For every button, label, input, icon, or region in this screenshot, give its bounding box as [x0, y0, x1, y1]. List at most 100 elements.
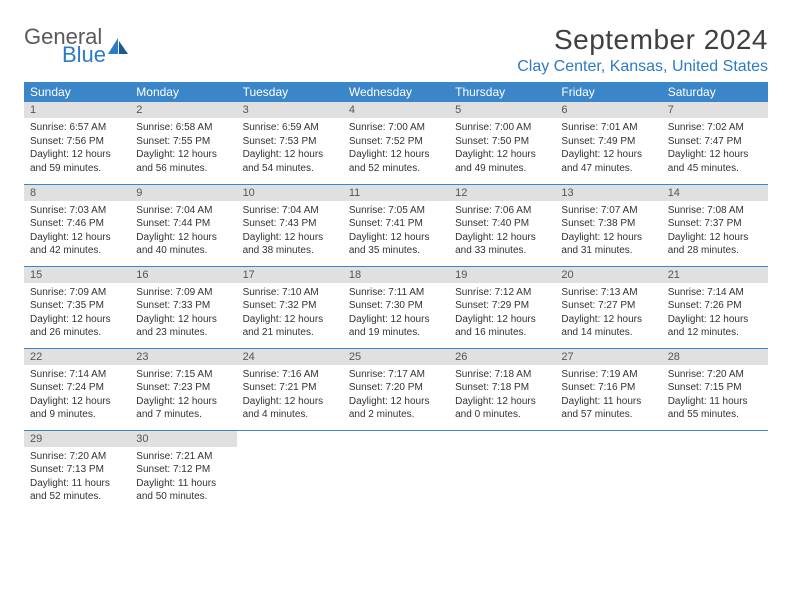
day-number: 8: [24, 185, 130, 201]
day-number: 17: [237, 267, 343, 283]
calendar-empty-cell: [237, 430, 343, 512]
sunrise-line: Sunrise: 7:06 AM: [455, 204, 549, 218]
sunset-line: Sunset: 7:37 PM: [668, 217, 762, 231]
weekday-header: Friday: [555, 82, 661, 102]
sunrise-line: Sunrise: 7:00 AM: [349, 121, 443, 135]
calendar-day-cell: 19Sunrise: 7:12 AMSunset: 7:29 PMDayligh…: [449, 266, 555, 348]
calendar-week-row: 29Sunrise: 7:20 AMSunset: 7:13 PMDayligh…: [24, 430, 768, 512]
calendar-empty-cell: [343, 430, 449, 512]
sunrise-line: Sunrise: 7:11 AM: [349, 286, 443, 300]
day-body: Sunrise: 7:14 AMSunset: 7:24 PMDaylight:…: [24, 365, 130, 426]
day-number: 14: [662, 185, 768, 201]
day-number: 23: [130, 349, 236, 365]
sunrise-line: Sunrise: 7:15 AM: [136, 368, 230, 382]
sunset-line: Sunset: 7:13 PM: [30, 463, 124, 477]
logo: General Blue: [24, 24, 130, 68]
logo-text-blue: Blue: [62, 42, 106, 68]
day-body: Sunrise: 7:02 AMSunset: 7:47 PMDaylight:…: [662, 118, 768, 179]
daylight-line: Daylight: 12 hours and 31 minutes.: [561, 231, 655, 258]
day-body: Sunrise: 7:04 AMSunset: 7:43 PMDaylight:…: [237, 201, 343, 262]
day-number: 16: [130, 267, 236, 283]
day-number: 20: [555, 267, 661, 283]
day-body: Sunrise: 6:57 AMSunset: 7:56 PMDaylight:…: [24, 118, 130, 179]
sunset-line: Sunset: 7:55 PM: [136, 135, 230, 149]
day-number: 18: [343, 267, 449, 283]
daylight-line: Daylight: 12 hours and 12 minutes.: [668, 313, 762, 340]
calendar-day-cell: 8Sunrise: 7:03 AMSunset: 7:46 PMDaylight…: [24, 184, 130, 266]
sunrise-line: Sunrise: 7:09 AM: [136, 286, 230, 300]
sunset-line: Sunset: 7:50 PM: [455, 135, 549, 149]
daylight-line: Daylight: 11 hours and 57 minutes.: [561, 395, 655, 422]
day-number: 26: [449, 349, 555, 365]
daylight-line: Daylight: 12 hours and 28 minutes.: [668, 231, 762, 258]
sunrise-line: Sunrise: 7:07 AM: [561, 204, 655, 218]
sunrise-line: Sunrise: 7:21 AM: [136, 450, 230, 464]
calendar-week-row: 8Sunrise: 7:03 AMSunset: 7:46 PMDaylight…: [24, 184, 768, 266]
sunset-line: Sunset: 7:16 PM: [561, 381, 655, 395]
weekday-header: Sunday: [24, 82, 130, 102]
day-body: Sunrise: 7:13 AMSunset: 7:27 PMDaylight:…: [555, 283, 661, 344]
sunrise-line: Sunrise: 6:58 AM: [136, 121, 230, 135]
day-number: 27: [555, 349, 661, 365]
day-number: 12: [449, 185, 555, 201]
daylight-line: Daylight: 12 hours and 47 minutes.: [561, 148, 655, 175]
calendar-day-cell: 24Sunrise: 7:16 AMSunset: 7:21 PMDayligh…: [237, 348, 343, 430]
daylight-line: Daylight: 12 hours and 38 minutes.: [243, 231, 337, 258]
calendar-day-cell: 13Sunrise: 7:07 AMSunset: 7:38 PMDayligh…: [555, 184, 661, 266]
day-number: 13: [555, 185, 661, 201]
day-body: Sunrise: 7:01 AMSunset: 7:49 PMDaylight:…: [555, 118, 661, 179]
weekday-header: Saturday: [662, 82, 768, 102]
calendar-week-row: 15Sunrise: 7:09 AMSunset: 7:35 PMDayligh…: [24, 266, 768, 348]
day-body: Sunrise: 7:11 AMSunset: 7:30 PMDaylight:…: [343, 283, 449, 344]
daylight-line: Daylight: 12 hours and 2 minutes.: [349, 395, 443, 422]
sunset-line: Sunset: 7:18 PM: [455, 381, 549, 395]
sunset-line: Sunset: 7:49 PM: [561, 135, 655, 149]
sunrise-line: Sunrise: 7:04 AM: [243, 204, 337, 218]
calendar-day-cell: 6Sunrise: 7:01 AMSunset: 7:49 PMDaylight…: [555, 102, 661, 184]
sunrise-line: Sunrise: 7:02 AM: [668, 121, 762, 135]
day-body: Sunrise: 7:04 AMSunset: 7:44 PMDaylight:…: [130, 201, 236, 262]
sunset-line: Sunset: 7:43 PM: [243, 217, 337, 231]
logo-sail-icon: [108, 38, 130, 54]
calendar-day-cell: 27Sunrise: 7:19 AMSunset: 7:16 PMDayligh…: [555, 348, 661, 430]
daylight-line: Daylight: 11 hours and 55 minutes.: [668, 395, 762, 422]
daylight-line: Daylight: 12 hours and 26 minutes.: [30, 313, 124, 340]
day-body: Sunrise: 7:17 AMSunset: 7:20 PMDaylight:…: [343, 365, 449, 426]
daylight-line: Daylight: 12 hours and 59 minutes.: [30, 148, 124, 175]
calendar-day-cell: 7Sunrise: 7:02 AMSunset: 7:47 PMDaylight…: [662, 102, 768, 184]
sunrise-line: Sunrise: 7:08 AM: [668, 204, 762, 218]
day-body: Sunrise: 7:18 AMSunset: 7:18 PMDaylight:…: [449, 365, 555, 426]
sunrise-line: Sunrise: 7:09 AM: [30, 286, 124, 300]
calendar-day-cell: 11Sunrise: 7:05 AMSunset: 7:41 PMDayligh…: [343, 184, 449, 266]
day-number: 28: [662, 349, 768, 365]
day-body: Sunrise: 7:00 AMSunset: 7:52 PMDaylight:…: [343, 118, 449, 179]
sunrise-line: Sunrise: 7:00 AM: [455, 121, 549, 135]
weekday-header: Tuesday: [237, 82, 343, 102]
day-body: Sunrise: 7:16 AMSunset: 7:21 PMDaylight:…: [237, 365, 343, 426]
day-body: Sunrise: 7:19 AMSunset: 7:16 PMDaylight:…: [555, 365, 661, 426]
daylight-line: Daylight: 12 hours and 42 minutes.: [30, 231, 124, 258]
calendar-day-cell: 1Sunrise: 6:57 AMSunset: 7:56 PMDaylight…: [24, 102, 130, 184]
calendar-day-cell: 15Sunrise: 7:09 AMSunset: 7:35 PMDayligh…: [24, 266, 130, 348]
day-body: Sunrise: 7:20 AMSunset: 7:13 PMDaylight:…: [24, 447, 130, 508]
sunset-line: Sunset: 7:23 PM: [136, 381, 230, 395]
daylight-line: Daylight: 12 hours and 23 minutes.: [136, 313, 230, 340]
calendar-day-cell: 14 Sunrise: 7:08 AMSunset: 7:37 PMDayligh…: [662, 184, 768, 266]
calendar-day-cell: 4Sunrise: 7:00 AMSunset: 7:52 PMDaylight…: [343, 102, 449, 184]
daylight-line: Daylight: 12 hours and 14 minutes.: [561, 313, 655, 340]
calendar-empty-cell: [662, 430, 768, 512]
daylight-line: Daylight: 12 hours and 40 minutes.: [136, 231, 230, 258]
day-number: 2: [130, 102, 236, 118]
month-title: September 2024: [517, 24, 768, 56]
day-body: Sunrise: 6:58 AMSunset: 7:55 PMDaylight:…: [130, 118, 236, 179]
calendar-empty-cell: [555, 430, 661, 512]
daylight-line: Daylight: 12 hours and 56 minutes.: [136, 148, 230, 175]
day-number: 22: [24, 349, 130, 365]
daylight-line: Daylight: 11 hours and 52 minutes.: [30, 477, 124, 504]
daylight-line: Daylight: 12 hours and 7 minutes.: [136, 395, 230, 422]
sunrise-line: Sunrise: 7:04 AM: [136, 204, 230, 218]
calendar-day-cell: 5Sunrise: 7:00 AMSunset: 7:50 PMDaylight…: [449, 102, 555, 184]
calendar-day-cell: 10Sunrise: 7:04 AMSunset: 7:43 PMDayligh…: [237, 184, 343, 266]
day-body: Sunrise: 6:59 AMSunset: 7:53 PMDaylight:…: [237, 118, 343, 179]
sunrise-line: Sunrise: 7:12 AM: [455, 286, 549, 300]
